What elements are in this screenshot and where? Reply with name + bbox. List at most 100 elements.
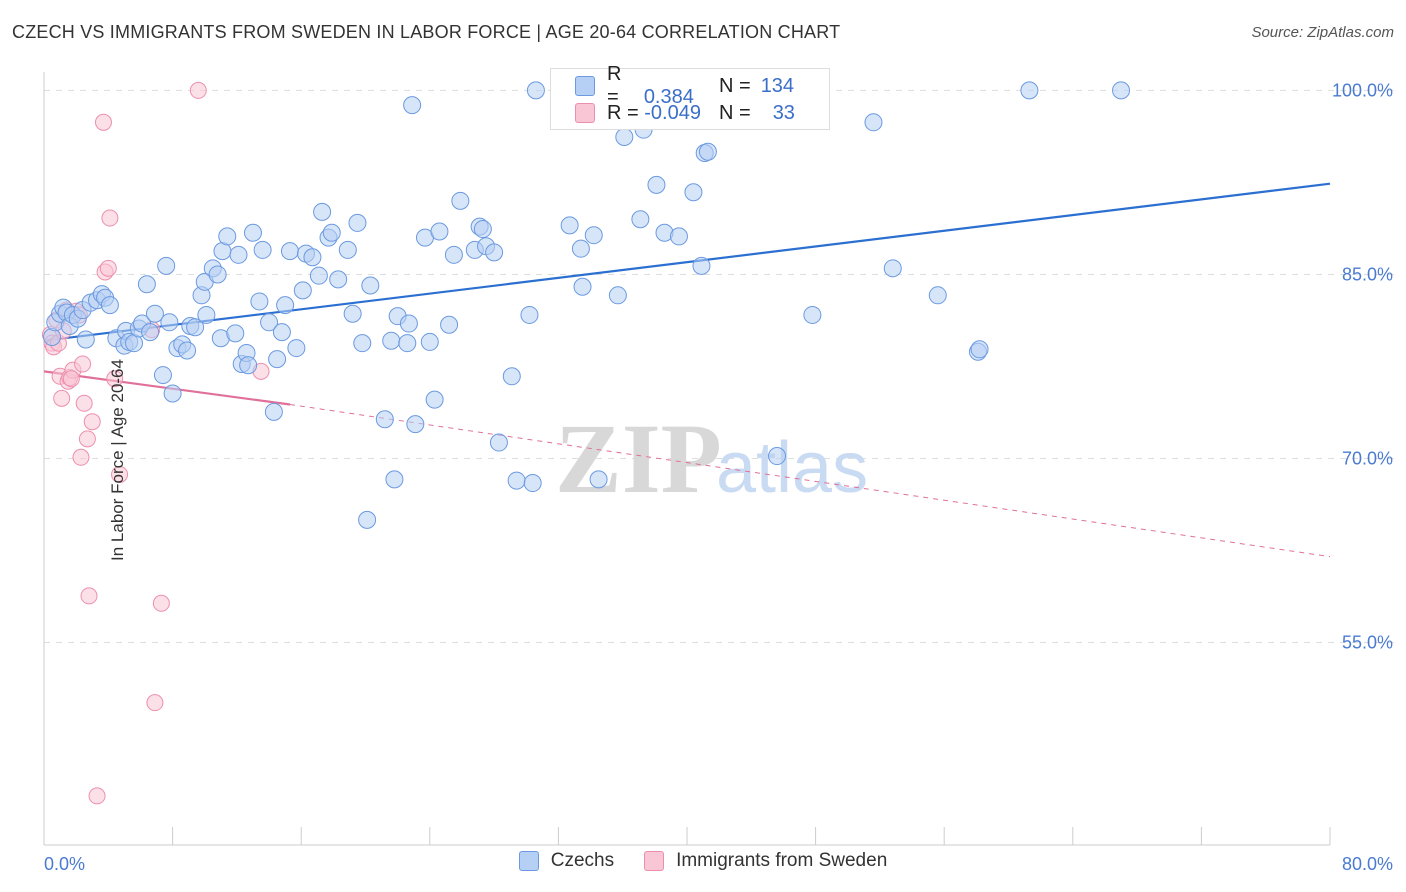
legend-row-czechs: R = 0.384 N = 134 — [575, 63, 795, 108]
legend-n-value-sweden: 33 — [772, 101, 795, 124]
czech-point — [322, 223, 341, 242]
legend-n-value-czechs: 134 — [760, 74, 795, 97]
czech-point — [343, 304, 362, 323]
czech-point — [268, 350, 287, 369]
czech-point — [178, 341, 197, 360]
legend-row-sweden: R = -0.049 N = 33 — [575, 100, 795, 126]
x-tick-label: 0.0% — [44, 854, 85, 874]
czech-point — [647, 175, 666, 194]
source-credit: Source: ZipAtlas.com — [1251, 24, 1394, 41]
czech-point — [280, 242, 299, 261]
czech-point — [157, 256, 176, 275]
sweden-point — [146, 694, 164, 712]
czech-point — [385, 470, 404, 489]
czech-point — [186, 318, 205, 337]
czech-point — [313, 202, 332, 221]
series-legend-sweden[interactable]: Immigrants from Sweden — [644, 850, 887, 872]
czech-point — [669, 227, 688, 246]
watermark-zip: ZIP — [555, 403, 722, 514]
czech-point — [141, 323, 160, 342]
czech-point — [197, 305, 216, 324]
sweden-point — [111, 465, 129, 483]
czech-point — [608, 286, 627, 305]
czech-point — [338, 240, 357, 259]
legend-r-label-czechs: R = — [607, 63, 622, 108]
czech-point — [698, 142, 717, 161]
series-label-sweden: Immigrants from Sweden — [676, 850, 888, 871]
y-tick-label: 100.0% — [1332, 80, 1393, 100]
czech-point — [803, 305, 822, 324]
czech-point — [358, 510, 377, 529]
czech-point — [153, 366, 172, 385]
czech-point — [589, 470, 608, 489]
legend-swatch-czechs — [575, 76, 595, 96]
czech-point — [253, 240, 272, 259]
series-label-czechs: Czechs — [550, 850, 615, 871]
czech-point — [520, 305, 539, 324]
watermark-atlas: atlas — [716, 428, 868, 508]
sweden-point — [94, 113, 112, 131]
czech-point — [440, 315, 459, 334]
czech-point — [502, 367, 521, 386]
czech-point — [145, 304, 164, 323]
legend-r-value-czechs: 0.384 — [643, 86, 694, 108]
czech-point — [425, 390, 444, 409]
legend-r-label-sweden: R = — [607, 101, 639, 124]
legend-n-label-czechs: N = — [719, 74, 751, 97]
czech-point — [571, 239, 590, 258]
czech-point — [137, 275, 156, 294]
sweden-point — [88, 787, 106, 805]
czech-points — [43, 81, 1131, 529]
series-legend-czechs[interactable]: Czechs — [518, 850, 615, 872]
czech-point — [692, 256, 711, 275]
czech-point — [287, 339, 306, 358]
czech-point — [100, 296, 119, 315]
czech-point — [485, 243, 504, 262]
sweden-point — [189, 81, 207, 99]
czech-point — [353, 334, 372, 353]
czech-point — [276, 296, 295, 315]
czech-point — [399, 314, 418, 333]
watermark: ZIP atlas — [555, 403, 868, 514]
czech-point — [398, 334, 417, 353]
czech-point — [250, 292, 269, 311]
czech-point — [208, 265, 227, 284]
series-legend: Czechs Immigrants from Sweden — [0, 850, 1406, 872]
czech-point — [615, 128, 634, 147]
czech-point — [768, 447, 787, 466]
sweden-point — [83, 413, 101, 431]
sweden-point — [74, 355, 92, 373]
czech-point — [361, 276, 380, 295]
trend-line-czechs — [43, 182, 1331, 342]
czech-point — [523, 474, 542, 493]
series-swatch-sweden — [644, 851, 665, 871]
czech-point — [403, 96, 422, 115]
czech-point — [303, 248, 322, 267]
czech-point — [928, 286, 947, 305]
czech-point — [160, 313, 179, 332]
czech-point — [1112, 81, 1131, 100]
czech-point — [226, 324, 245, 343]
sweden-point — [62, 370, 80, 388]
y-tick-label: 70.0% — [1342, 449, 1393, 469]
czech-point — [76, 330, 95, 349]
czech-point — [420, 332, 439, 351]
czech-point — [264, 402, 283, 421]
czech-point — [489, 433, 508, 452]
czech-point — [631, 210, 650, 229]
czech-point — [260, 313, 279, 332]
sweden-points — [41, 81, 270, 805]
czech-point — [163, 384, 182, 403]
czech-point — [406, 415, 425, 434]
czech-point — [375, 410, 394, 429]
czech-point — [382, 331, 401, 350]
czech-point — [293, 281, 312, 300]
czech-point — [507, 471, 526, 490]
sweden-point — [99, 259, 117, 277]
czech-point — [218, 227, 237, 246]
czech-point — [970, 340, 989, 359]
chart-title: CZECH VS IMMIGRANTS FROM SWEDEN IN LABOR… — [12, 22, 841, 42]
axes — [43, 72, 1331, 846]
czech-point — [883, 259, 902, 278]
